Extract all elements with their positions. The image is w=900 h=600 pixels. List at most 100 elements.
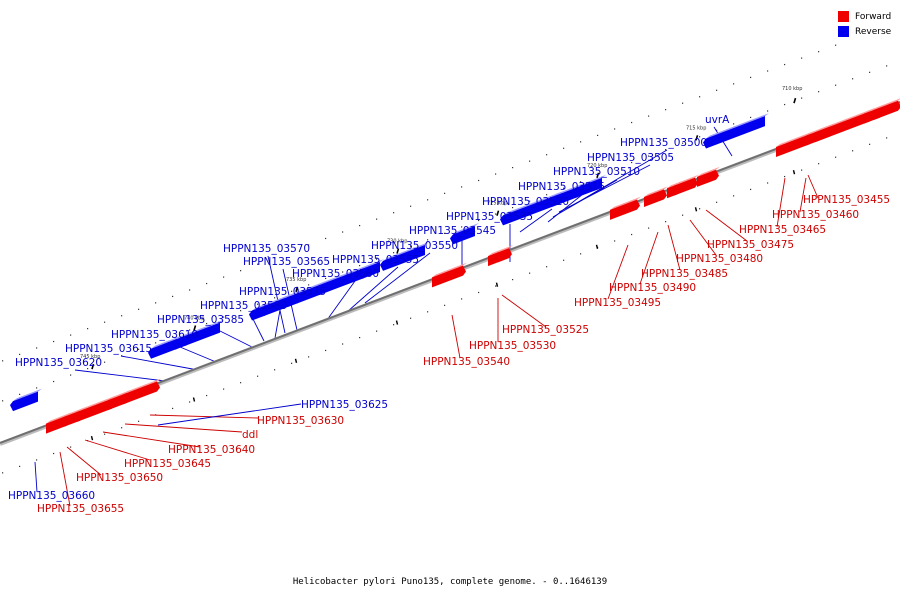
- gene-label[interactable]: HPPN135_03485: [641, 268, 728, 280]
- gene-label[interactable]: HPPN135_03565: [243, 256, 330, 268]
- gene-label[interactable]: HPPN135_03455: [803, 194, 890, 206]
- tick-label: 715 kbp: [686, 125, 706, 131]
- gene-label[interactable]: HPPN135_03490: [609, 282, 696, 294]
- reverse-gene[interactable]: [294, 284, 320, 304]
- reverse-gene[interactable]: [338, 268, 364, 287]
- tick-dot: [53, 452, 55, 455]
- gene-label[interactable]: HPPN135_03620: [15, 357, 102, 369]
- reverse-gene[interactable]: [10, 391, 38, 412]
- forward-gene[interactable]: [432, 265, 466, 288]
- leader-line: [346, 266, 399, 313]
- tick-dot: [155, 302, 157, 304]
- reverse-gene[interactable]: [182, 324, 214, 346]
- forward-gene[interactable]: [610, 199, 640, 220]
- tick-dot: [104, 361, 106, 363]
- gene-label[interactable]: HPPN135_03555: [332, 254, 419, 266]
- gene-label[interactable]: HPPN135_03535: [446, 211, 533, 223]
- tick-dot: [716, 89, 718, 91]
- gene-bevel: [644, 186, 668, 197]
- reverse-gene[interactable]: [515, 194, 558, 220]
- forward-gene[interactable]: [815, 111, 873, 143]
- reverse-gene[interactable]: [148, 338, 177, 359]
- gene-label[interactable]: HPPN135_03570: [223, 243, 310, 255]
- reverse-swatch: [838, 26, 849, 37]
- forward-gene[interactable]: [874, 100, 900, 120]
- gene-label[interactable]: uvrA: [705, 114, 730, 126]
- tick-dot: [206, 282, 208, 285]
- major-tick: [193, 325, 197, 331]
- gene-label[interactable]: HPPN135_03650: [76, 472, 163, 484]
- tick-dot: [393, 324, 395, 326]
- legend-reverse: Reverse: [838, 24, 891, 39]
- forward-gene[interactable]: [123, 385, 149, 405]
- forward-gene[interactable]: [667, 184, 680, 199]
- gene-label[interactable]: HPPN135_03495: [574, 297, 661, 309]
- gene-label[interactable]: HPPN135_03550: [371, 240, 458, 252]
- tick-dot: [376, 330, 378, 332]
- gene-label[interactable]: HPPN135_03505: [587, 152, 674, 164]
- gene-label[interactable]: HPPN135_03465: [739, 224, 826, 236]
- gene-label[interactable]: HPPN135_03660: [8, 490, 95, 502]
- tick-dot: [206, 394, 208, 397]
- forward-gene[interactable]: [644, 189, 667, 207]
- major-tick: [295, 286, 299, 293]
- gene-label[interactable]: HPPN135_03630: [257, 415, 344, 427]
- gene-label[interactable]: HPPN135_03545: [409, 225, 496, 237]
- forward-gene[interactable]: [46, 415, 70, 434]
- gene-label[interactable]: HPPN135_03560: [292, 268, 379, 280]
- tick-dot: [818, 163, 820, 165]
- tick-dot: [648, 155, 650, 157]
- tick-dot: [2, 400, 4, 402]
- gene-label[interactable]: HPPN135_03540: [423, 356, 510, 368]
- gene-label[interactable]: HPPN135_03580: [200, 300, 287, 312]
- tick-dot: [546, 154, 548, 156]
- leader-line: [74, 369, 166, 382]
- tick-dot: [325, 349, 327, 352]
- tick-dot: [682, 214, 684, 216]
- gene-label[interactable]: HPPN135_03655: [37, 503, 124, 515]
- reverse-gene[interactable]: [500, 209, 518, 226]
- reverse-gene[interactable]: [261, 298, 285, 316]
- tick-dot: [359, 224, 361, 227]
- forward-gene[interactable]: [674, 177, 698, 196]
- gene-label[interactable]: HPPN135_03460: [772, 209, 859, 221]
- gene-label[interactable]: HPPN135_03480: [676, 253, 763, 265]
- gene-bevel: [561, 184, 582, 194]
- gene-label[interactable]: HPPN135_03640: [168, 444, 255, 456]
- gene-label[interactable]: HPPN135_03510: [553, 166, 640, 178]
- gene-label[interactable]: ddl: [242, 429, 258, 441]
- gene-label[interactable]: HPPN135_03625: [301, 399, 388, 411]
- reverse-gene[interactable]: [703, 116, 765, 149]
- gene-label[interactable]: HPPN135_03610: [111, 329, 198, 341]
- forward-gene[interactable]: [697, 169, 719, 187]
- reverse-gene[interactable]: [380, 244, 425, 271]
- gene-label[interactable]: HPPN135_03475: [707, 239, 794, 251]
- reverse-gene[interactable]: [359, 262, 380, 279]
- forward-gene[interactable]: [77, 398, 115, 422]
- reverse-gene[interactable]: [572, 177, 602, 199]
- forward-gene[interactable]: [146, 381, 160, 396]
- tick-dot: [648, 227, 650, 229]
- forward-gene[interactable]: [498, 248, 512, 263]
- tick-dot: [461, 298, 463, 300]
- gene-bevel: [815, 108, 874, 133]
- forward-gene[interactable]: [783, 134, 813, 155]
- reverse-gene[interactable]: [450, 226, 475, 245]
- gene-label[interactable]: HPPN135_03525: [502, 324, 589, 336]
- reverse-gene[interactable]: [249, 305, 265, 321]
- gene-label[interactable]: HPPN135_03615: [65, 343, 152, 355]
- gene-label[interactable]: HPPN135_03585: [157, 314, 244, 326]
- gene-bevel: [108, 389, 131, 401]
- gene-label[interactable]: HPPN135_03515: [518, 181, 605, 193]
- gene-bevel: [151, 335, 181, 349]
- gene-labels: HPPN135_03455 HPPN135_03460 HPPN135_03465 H…: [8, 114, 890, 515]
- gene-label[interactable]: HPPN135_03645: [124, 458, 211, 470]
- tick-dot: [325, 277, 327, 280]
- gene-bevel: [667, 181, 681, 189]
- gene-label[interactable]: HPPN135_03575: [239, 286, 326, 298]
- tick-dot: [886, 65, 888, 67]
- reverse-gene[interactable]: [316, 276, 341, 296]
- gene-label[interactable]: HPPN135_03530: [469, 340, 556, 352]
- gene-label[interactable]: HPPN135_03520: [482, 196, 569, 208]
- gene-label[interactable]: HPPN135_03500: [620, 137, 707, 149]
